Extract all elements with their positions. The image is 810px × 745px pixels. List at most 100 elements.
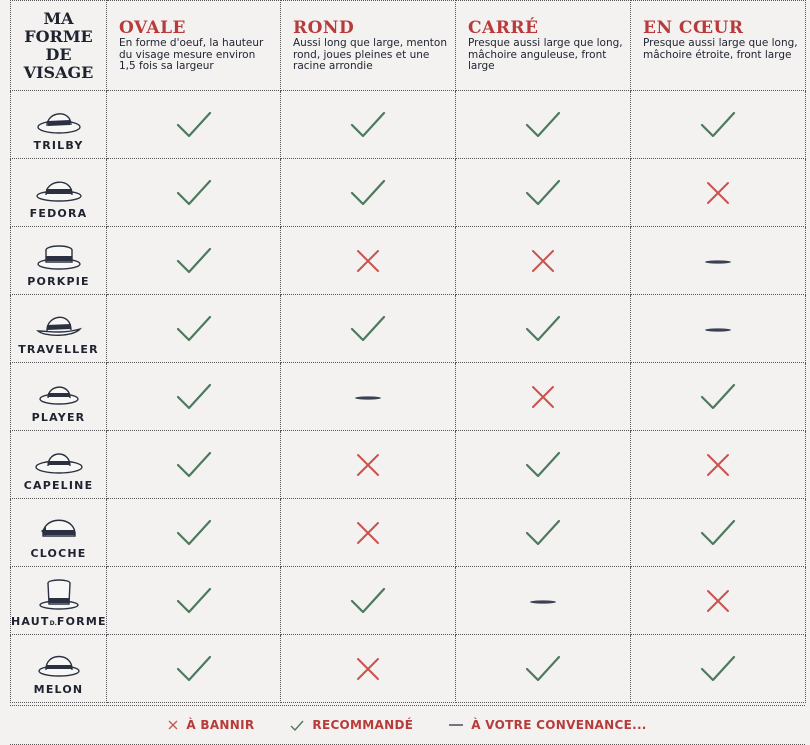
compatibility-cell xyxy=(455,226,631,295)
check-icon xyxy=(700,655,736,681)
hat-name: CLOCHE xyxy=(30,547,87,560)
legend-recommended: RECOMMANDÉ xyxy=(290,718,413,732)
table-row: CAPELINE xyxy=(10,430,806,499)
corner-line-1: MA xyxy=(43,8,74,28)
bowler-hat-icon xyxy=(37,655,80,677)
cross-icon xyxy=(532,385,554,408)
cross-icon xyxy=(707,589,729,612)
shape-header-rond: ROND Aussi long que large, menton rond, … xyxy=(280,0,456,91)
shape-description: Aussi long que large, menton rond, joues… xyxy=(293,37,447,72)
compatibility-cell xyxy=(280,226,456,295)
dash-icon xyxy=(355,395,381,400)
check-icon xyxy=(176,247,211,273)
check-icon xyxy=(176,179,211,205)
shape-description: Presque aussi large que long, mâchoire é… xyxy=(643,37,798,61)
check-icon xyxy=(176,519,211,545)
dash-icon xyxy=(449,724,464,726)
table-row: FEDORA xyxy=(10,158,806,227)
check-icon xyxy=(525,315,561,341)
compatibility-cell xyxy=(455,294,631,363)
compatibility-cell xyxy=(106,158,281,227)
table-row: TRAVELLER xyxy=(10,294,806,363)
compatibility-cell xyxy=(455,498,631,567)
dash-icon xyxy=(705,327,731,332)
dash-icon xyxy=(705,259,731,264)
compatibility-cell xyxy=(106,294,281,363)
table-row: CLOCHE xyxy=(10,498,806,567)
check-icon xyxy=(700,111,736,137)
check-icon xyxy=(525,655,561,681)
cross-icon xyxy=(707,181,729,204)
hat-cell: TRILBY xyxy=(10,90,107,159)
compatibility-cell xyxy=(106,362,281,431)
hat-name: PORKPIE xyxy=(27,275,90,288)
compatibility-cell xyxy=(280,430,456,499)
hat-name: CAPELINE xyxy=(23,479,94,492)
shape-description: En forme d'oeuf, la hauteur du visage me… xyxy=(119,37,264,72)
compatibility-cell xyxy=(630,430,806,499)
cross-icon xyxy=(532,249,554,272)
compatibility-cell xyxy=(630,90,806,159)
check-icon xyxy=(176,315,211,341)
check-icon xyxy=(176,451,211,477)
trilby-hat-icon xyxy=(36,113,81,134)
check-icon xyxy=(700,383,736,409)
shape-header-en-coeur: EN CŒUR Presque aussi large que long, mâ… xyxy=(630,0,806,91)
header-row: MA FORME DE VISAGE OVALE En forme d'oeuf… xyxy=(10,0,806,91)
compatibility-cell xyxy=(280,90,456,159)
compatibility-cell xyxy=(106,634,281,703)
hat-cell: MELON xyxy=(10,634,107,703)
check-icon xyxy=(350,587,386,613)
hat-cell: PLAYER xyxy=(10,362,107,431)
compatibility-cell xyxy=(280,158,456,227)
compatibility-cell xyxy=(455,566,631,635)
hat-cell: CAPELINE xyxy=(10,430,107,499)
check-icon xyxy=(176,383,211,409)
compatibility-cell xyxy=(106,430,281,499)
hat-name: TRILBY xyxy=(33,139,84,152)
shape-title: OVALE xyxy=(119,18,186,38)
compatibility-cell xyxy=(106,498,281,567)
compatibility-cell xyxy=(455,90,631,159)
check-icon xyxy=(525,111,561,137)
check-icon xyxy=(176,587,211,613)
check-icon xyxy=(176,655,211,681)
table-row: PLAYER xyxy=(10,362,806,431)
cross-icon xyxy=(357,657,379,680)
check-icon xyxy=(525,179,561,205)
compatibility-cell xyxy=(280,362,456,431)
hat-name: TRAVELLER xyxy=(18,343,99,356)
compatibility-cell xyxy=(455,158,631,227)
check-icon xyxy=(350,179,386,205)
corner-line-3: DE xyxy=(45,44,72,64)
table-row: HAUTD.FORME xyxy=(10,566,806,635)
shape-header-carre: CARRÉ Presque aussi large que long, mâch… xyxy=(455,0,631,91)
compatibility-cell xyxy=(106,226,281,295)
check-icon xyxy=(700,519,736,545)
legend-optional-label: À VOTRE CONVENANCE... xyxy=(471,718,647,732)
legend-optional: À VOTRE CONVENANCE... xyxy=(449,718,646,732)
corner-line-4: VISAGE xyxy=(23,62,94,82)
compatibility-cell xyxy=(630,566,806,635)
hat-cell: PORKPIE xyxy=(10,226,107,295)
compatibility-cell xyxy=(280,294,456,363)
hat-cell: FEDORA xyxy=(10,158,107,227)
compatibility-cell xyxy=(106,566,281,635)
compatibility-cell xyxy=(280,498,456,567)
check-icon xyxy=(176,111,211,137)
check-icon xyxy=(350,111,386,137)
check-icon xyxy=(350,315,386,341)
compatibility-cell xyxy=(630,498,806,567)
table-row: TRILBY xyxy=(10,90,806,159)
shape-description: Presque aussi large que long, mâchoire a… xyxy=(468,37,623,72)
porkpie-hat-icon xyxy=(36,245,81,270)
compatibility-cell xyxy=(455,430,631,499)
hat-name: MELON xyxy=(33,683,84,696)
hat-cell: HAUTD.FORME xyxy=(10,566,107,635)
cross-icon xyxy=(707,453,729,476)
shape-header-ovale: OVALE En forme d'oeuf, la hauteur du vis… xyxy=(106,0,281,91)
legend-ban-label: À BANNIR xyxy=(186,718,255,732)
hat-cell: CLOCHE xyxy=(10,498,107,567)
compatibility-cell xyxy=(455,362,631,431)
